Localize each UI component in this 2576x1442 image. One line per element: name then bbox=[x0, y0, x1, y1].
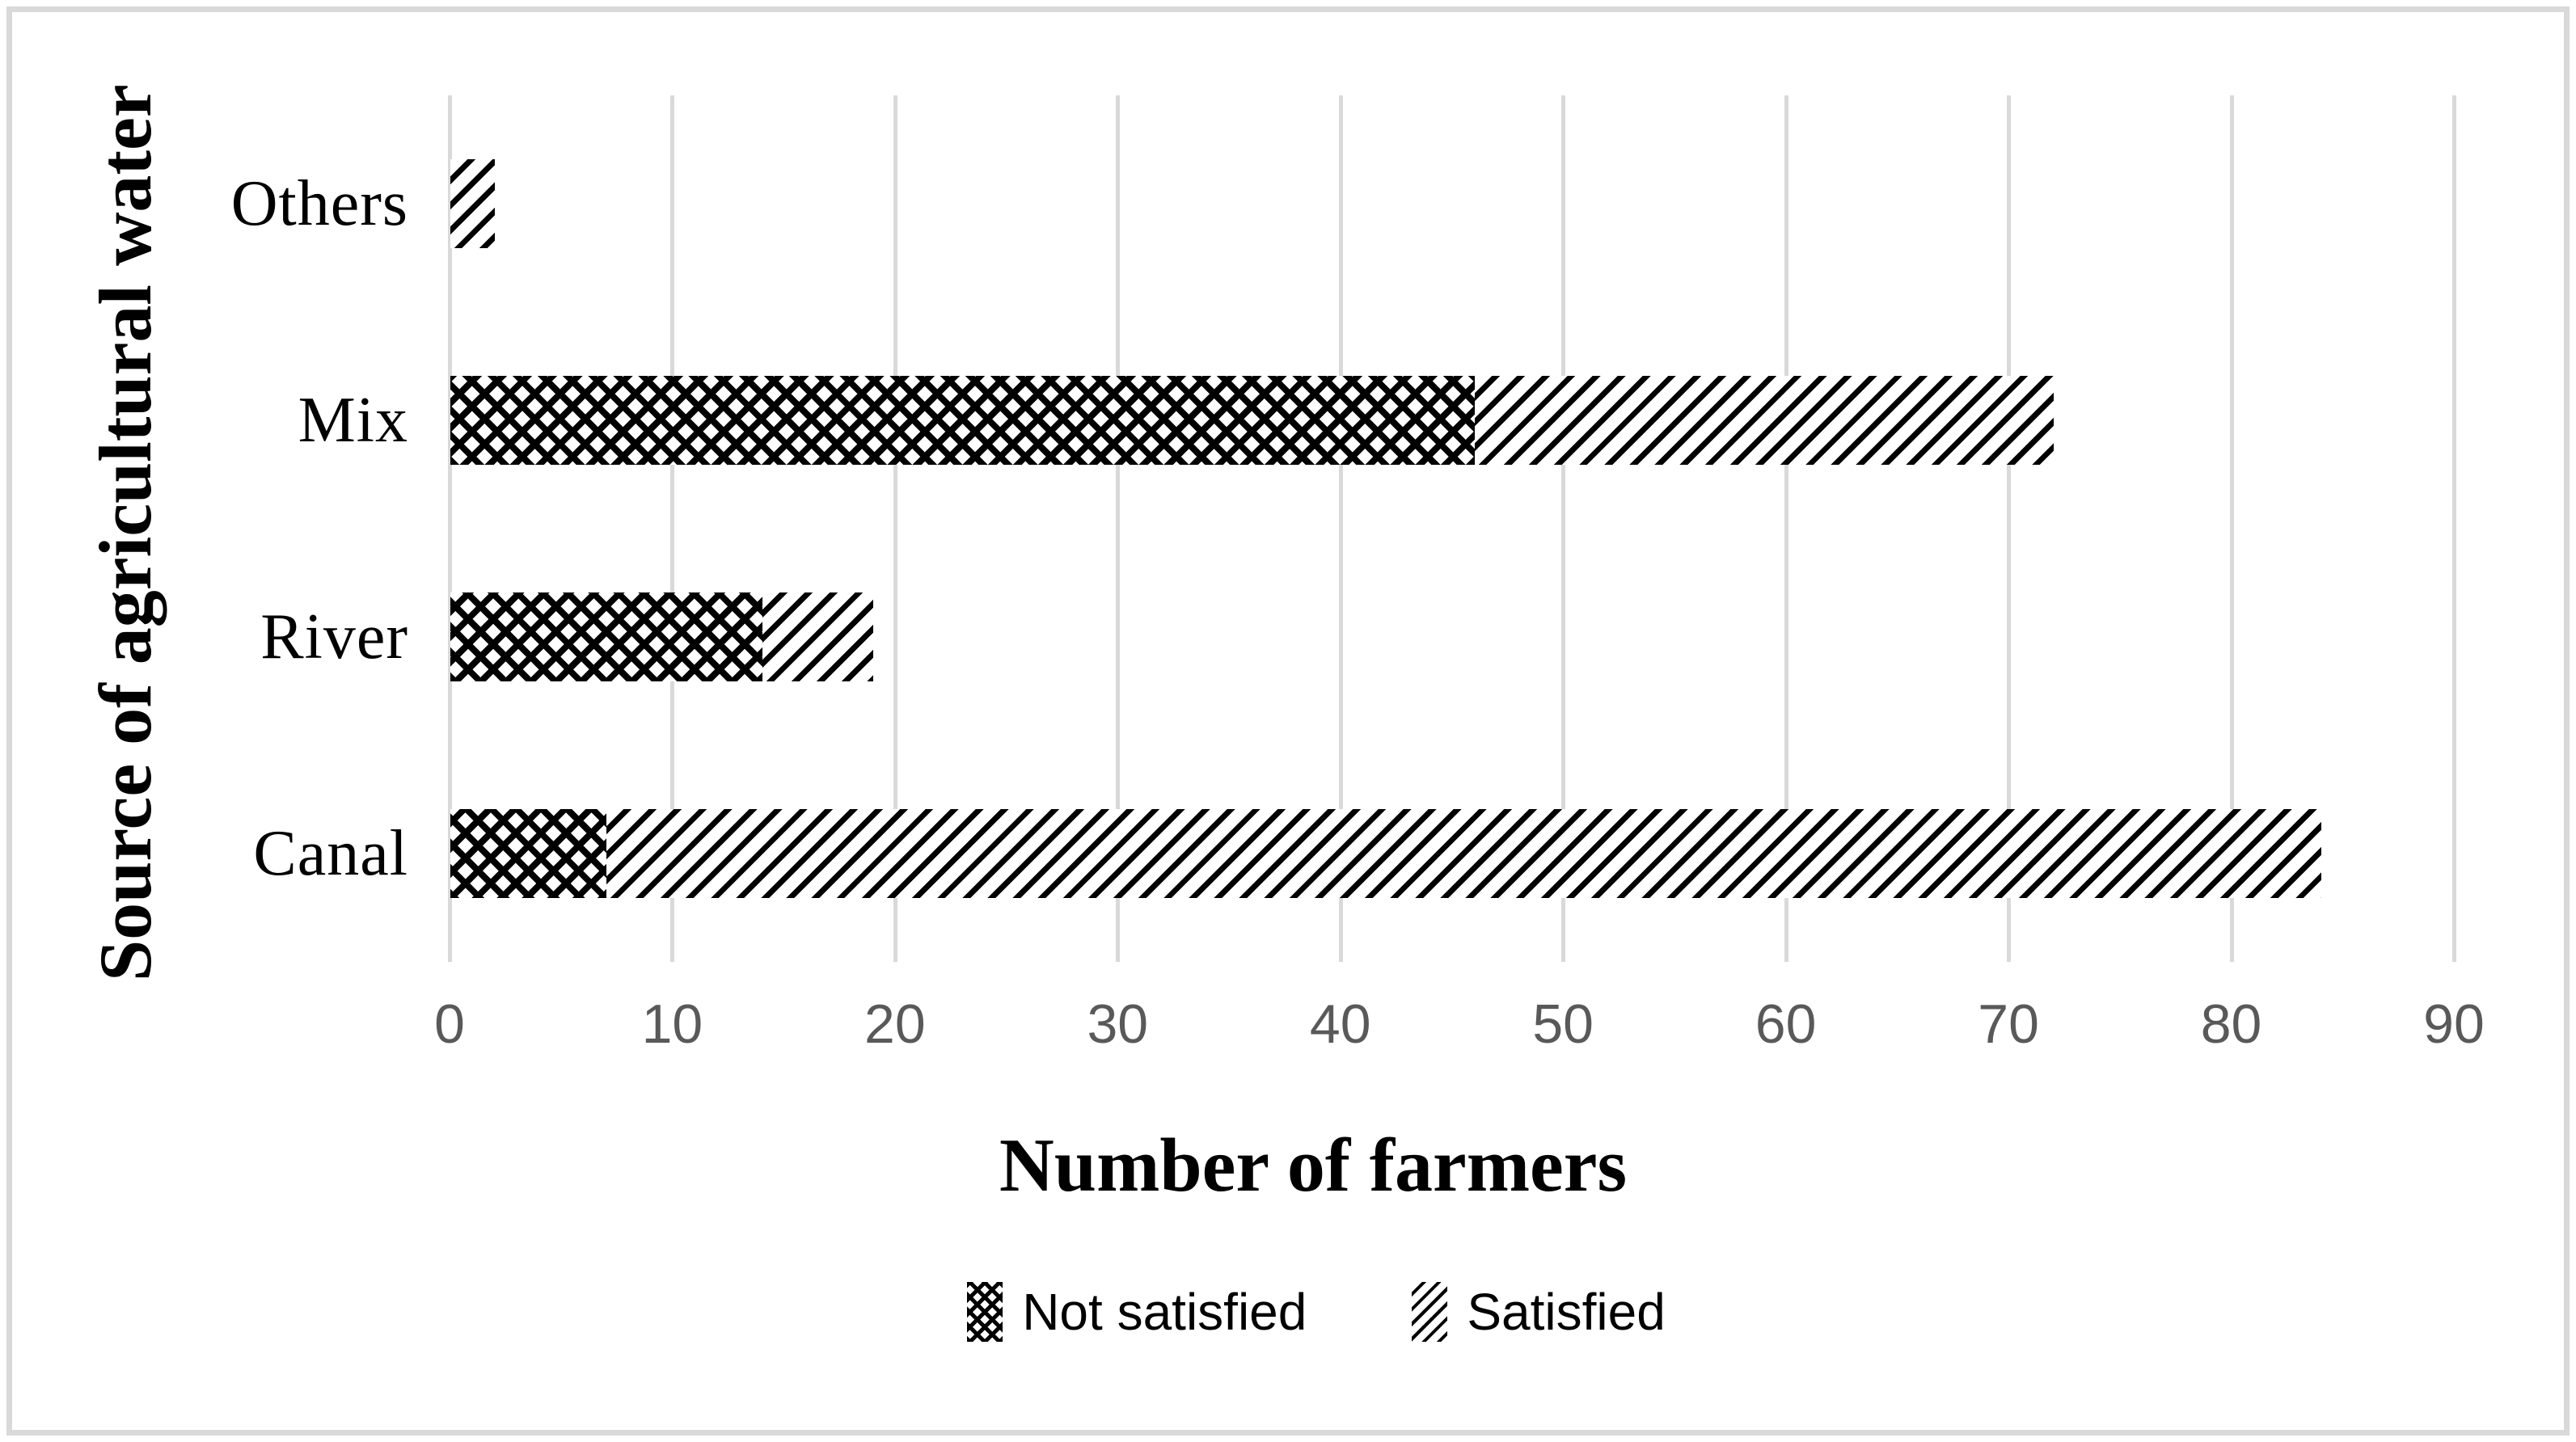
gridline-x-30 bbox=[1116, 95, 1121, 962]
x-tick-label-90: 90 bbox=[2423, 993, 2485, 1055]
bar-row-canal bbox=[450, 809, 2321, 898]
x-axis-title: Number of farmers bbox=[999, 1124, 1628, 1208]
category-axis-labels: Others Mix River Canal bbox=[105, 95, 408, 962]
legend-label-satisfied: Satisfied bbox=[1467, 1283, 1666, 1341]
x-tick-label-60: 60 bbox=[1755, 993, 1817, 1055]
satisfied-swatch-icon bbox=[1412, 1282, 1448, 1342]
bar-segment-satisfied-mix bbox=[1475, 376, 2054, 465]
x-tick-label-10: 10 bbox=[641, 993, 703, 1055]
x-tick-label-80: 80 bbox=[2200, 993, 2262, 1055]
x-tick-label-50: 50 bbox=[1532, 993, 1594, 1055]
gridline-x-0 bbox=[448, 95, 452, 962]
bar-segment-not-satisfied-river bbox=[450, 592, 762, 681]
category-label-river: River bbox=[260, 601, 408, 673]
gridline-x-50 bbox=[1561, 95, 1566, 962]
bar-segment-not-satisfied-mix bbox=[450, 376, 1476, 465]
x-tick-label-0: 0 bbox=[434, 993, 465, 1055]
bar-segment-satisfied-river bbox=[762, 592, 874, 681]
gridline-x-10 bbox=[670, 95, 675, 962]
gridline-x-60 bbox=[1784, 95, 1788, 962]
legend-label-not-satisfied: Not satisfied bbox=[1022, 1283, 1307, 1341]
legend-item-not-satisfied: Not satisfied bbox=[967, 1282, 1307, 1342]
bar-segment-satisfied-canal bbox=[606, 809, 2321, 898]
bar-row-mix bbox=[450, 376, 2054, 465]
bar-row-river bbox=[450, 592, 874, 681]
category-label-canal: Canal bbox=[253, 817, 408, 889]
x-tick-label-30: 30 bbox=[1087, 993, 1149, 1055]
legend: Not satisfied Satisfied bbox=[28, 1267, 2576, 1356]
category-label-mix: Mix bbox=[298, 384, 408, 456]
gridline-x-40 bbox=[1338, 95, 1343, 962]
bar-segment-not-satisfied-canal bbox=[450, 809, 606, 898]
gridline-x-20 bbox=[893, 95, 897, 962]
gridline-x-90 bbox=[2451, 95, 2456, 962]
not-satisfied-swatch-icon bbox=[967, 1282, 1003, 1342]
gridline-x-80 bbox=[2229, 95, 2234, 962]
x-tick-label-40: 40 bbox=[1309, 993, 1371, 1055]
category-label-others: Others bbox=[230, 167, 408, 239]
plot-area bbox=[448, 95, 2456, 962]
legend-item-satisfied: Satisfied bbox=[1412, 1282, 1666, 1342]
gridline-x-70 bbox=[2007, 95, 2012, 962]
chart-outer-border bbox=[6, 6, 2570, 1436]
bar-segment-satisfied-others bbox=[450, 159, 496, 248]
x-tick-label-70: 70 bbox=[1978, 993, 2039, 1055]
bar-row-others bbox=[450, 159, 496, 248]
x-tick-label-20: 20 bbox=[864, 993, 926, 1055]
